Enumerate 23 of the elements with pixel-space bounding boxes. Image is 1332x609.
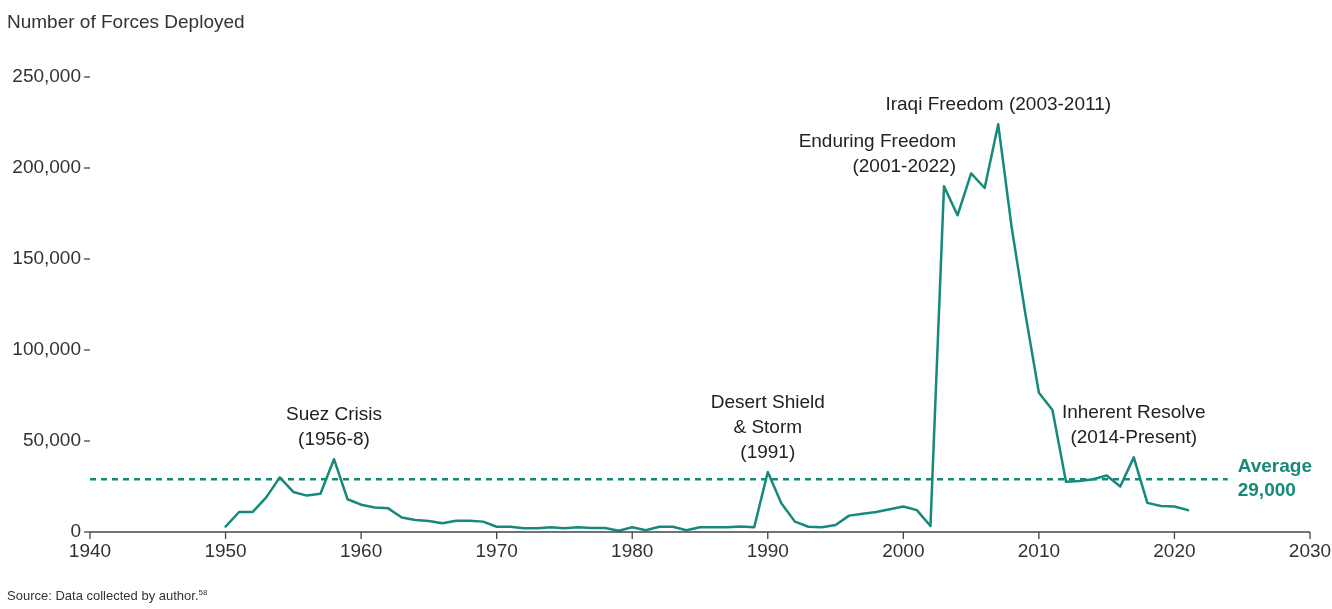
- y-tick-label: 0: [70, 520, 81, 542]
- x-tick-label: 2030: [1288, 539, 1332, 561]
- x-tick-label: 1950: [204, 539, 247, 561]
- x-tick-label: 2010: [1017, 539, 1061, 561]
- annotation: Suez Crisis (1956-8): [285, 403, 383, 450]
- x-tick-label: 1980: [611, 539, 654, 561]
- x-tick-label: 1990: [746, 539, 789, 561]
- ref-line-label: Average 29,000: [1237, 455, 1313, 501]
- annotation: Inherent Resolve (2014-Present): [1061, 401, 1206, 448]
- y-tick-label: 200,000: [12, 156, 81, 178]
- y-tick-label: 100,000: [12, 338, 81, 360]
- y-tick-label: 50,000: [22, 429, 81, 451]
- y-tick-label: 150,000: [12, 247, 81, 269]
- x-tick-label: 1960: [339, 539, 383, 561]
- x-tick-label: 1970: [475, 539, 518, 561]
- annotation: Desert Shield & Storm (1991): [710, 390, 825, 462]
- x-tick-label: 1940: [68, 539, 112, 561]
- y-axis-title: Number of Forces Deployed: [7, 11, 245, 32]
- x-tick-label: 2000: [882, 539, 925, 561]
- annotation: Enduring Freedom (2001-2022): [798, 130, 956, 177]
- y-tick-label: 250,000: [12, 65, 81, 87]
- annotation: Iraqi Freedom (2003-2011): [885, 93, 1112, 115]
- x-tick-label: 2020: [1153, 539, 1196, 561]
